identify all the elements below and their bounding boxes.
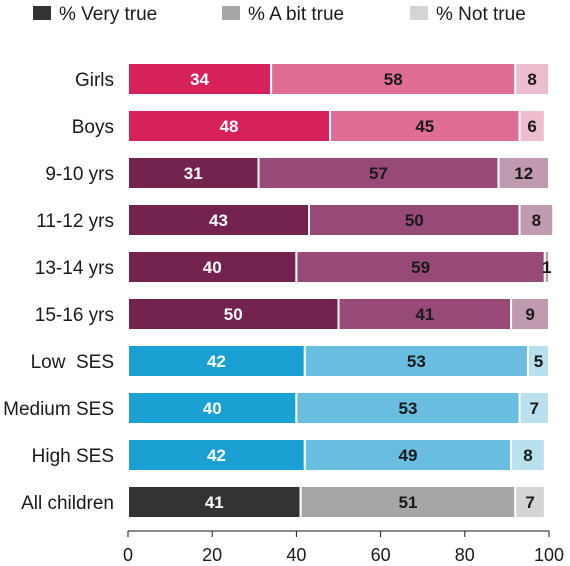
bar-row-low-ses: Low SES 42 53 5 [31, 344, 551, 378]
x-tick-label: 100 [534, 545, 564, 565]
bar-segment-a-bit-true [295, 250, 546, 284]
category-label: Medium SES [3, 399, 114, 420]
legend-swatch-not-true [410, 6, 428, 20]
bar-row-9-10-yrs: 9-10 yrs 31 57 12 [45, 156, 551, 190]
category-label: All children [21, 493, 114, 514]
bar-row-girls: Girls 34 58 8 [75, 62, 551, 96]
category-label: 11-12 yrs [36, 211, 114, 232]
bar-segment-not-true [518, 203, 555, 237]
x-tick-label: 40 [286, 545, 306, 565]
data-label: 45 [415, 117, 434, 136]
category-label: Low SES [31, 352, 114, 373]
bar-row-boys: Boys 48 45 6 [72, 109, 546, 143]
x-tick-label: 0 [123, 545, 133, 565]
bar-segment-not-true [514, 485, 546, 519]
x-tick-label: 80 [455, 545, 475, 565]
data-label: 40 [203, 399, 222, 418]
data-label: 12 [514, 164, 533, 183]
bar-row-all-children: All children 41 51 7 [21, 485, 546, 519]
legend-label-not-true: % Not true [436, 4, 526, 25]
legend-swatch-a-bit-true [222, 6, 240, 20]
legend-label-a-bit-true: % A bit true [248, 4, 344, 25]
bar-segment-very-true [127, 62, 273, 96]
bar-segment-very-true [127, 297, 340, 331]
data-label: 58 [384, 70, 403, 89]
bar-segment-a-bit-true [303, 344, 529, 378]
data-label: 50 [224, 305, 243, 324]
bar-row-13-14-yrs: 13-14 yrs 40 59 1 [35, 250, 552, 284]
category-label: 13-14 yrs [35, 258, 114, 279]
data-label: 57 [369, 164, 388, 183]
data-label: 8 [532, 211, 541, 230]
x-tick-label: 20 [202, 545, 222, 565]
data-label: 1 [542, 258, 551, 277]
data-label: 7 [530, 399, 539, 418]
legend-swatch-very-true [33, 6, 51, 20]
bar-segment-not-true [518, 109, 546, 143]
bar-row-high-ses: High SES 42 49 8 [32, 438, 546, 472]
bar-segment-very-true [127, 250, 298, 284]
bar-segment-not-true [510, 297, 550, 331]
data-label: 43 [209, 211, 228, 230]
data-label: 41 [205, 493, 224, 512]
category-label: Girls [75, 70, 114, 91]
data-label: 41 [415, 305, 434, 324]
data-label: 53 [407, 352, 426, 371]
bar-segment-very-true [127, 156, 260, 190]
bar-segment-not-true [543, 250, 550, 284]
data-label: 9 [525, 305, 534, 324]
data-label: 51 [399, 493, 418, 512]
bar-segment-a-bit-true [257, 156, 500, 190]
bar-segment-a-bit-true [303, 438, 513, 472]
category-label: 15-16 yrs [35, 305, 114, 326]
data-label: 50 [405, 211, 424, 230]
legend: % Very true % A bit true % Not true [33, 4, 526, 25]
bar-segment-not-true [514, 62, 551, 96]
data-label: 31 [184, 164, 203, 183]
data-label: 53 [399, 399, 418, 418]
data-label: 34 [190, 70, 209, 89]
bar-segment-not-true [518, 391, 551, 425]
bar-segment-a-bit-true [270, 62, 517, 96]
data-label: 48 [220, 117, 239, 136]
bar-segment-very-true [127, 344, 306, 378]
data-label: 40 [203, 258, 222, 277]
data-label: 8 [527, 70, 536, 89]
bar-row-11-12-yrs: 11-12 yrs 43 50 8 [36, 203, 555, 237]
legend-label-very-true: % Very true [59, 4, 157, 25]
x-tick-label: 60 [371, 545, 391, 565]
data-label: 49 [399, 446, 418, 465]
data-label: 59 [411, 258, 430, 277]
bar-row-medium-ses: Medium SES 40 53 7 [3, 391, 551, 425]
bar-segment-a-bit-true [329, 109, 521, 143]
bar-segment-very-true [127, 203, 311, 237]
category-label: High SES [32, 446, 114, 467]
data-label: 42 [207, 352, 226, 371]
bar-segment-not-true [510, 438, 546, 472]
bar-segment-not-true [497, 156, 551, 190]
data-label: 7 [525, 493, 534, 512]
x-axis: 0 20 40 60 80 100 [123, 530, 564, 565]
data-label: 6 [527, 117, 536, 136]
data-label: 5 [534, 352, 543, 371]
bar-segment-very-true [127, 438, 306, 472]
bar-segment-not-true [526, 344, 551, 378]
bar-segment-very-true [127, 485, 302, 519]
bar-row-15-16-yrs: 15-16 yrs 50 41 9 [35, 297, 550, 331]
bar-segment-a-bit-true [299, 485, 517, 519]
data-label: 42 [207, 446, 226, 465]
category-label: Boys [72, 117, 114, 138]
category-label: 9-10 yrs [45, 164, 114, 185]
data-label: 8 [523, 446, 532, 465]
